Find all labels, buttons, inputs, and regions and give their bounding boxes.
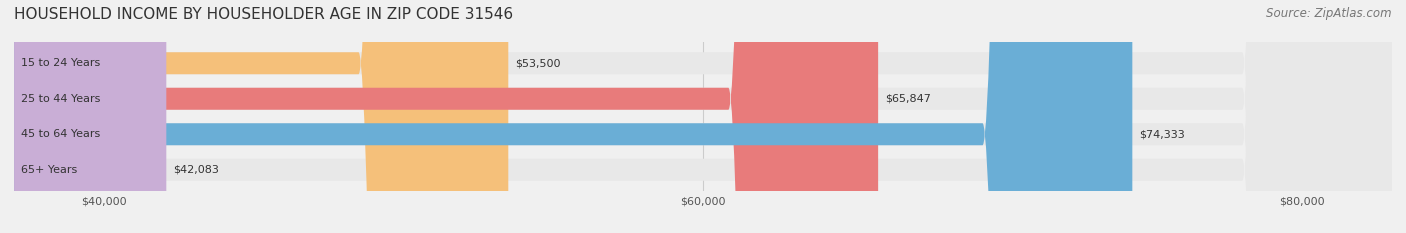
FancyBboxPatch shape: [14, 0, 1392, 233]
Text: Source: ZipAtlas.com: Source: ZipAtlas.com: [1267, 7, 1392, 20]
FancyBboxPatch shape: [14, 0, 166, 233]
Text: $42,083: $42,083: [173, 165, 219, 175]
Text: $53,500: $53,500: [515, 58, 561, 68]
Text: 15 to 24 Years: 15 to 24 Years: [21, 58, 100, 68]
Text: 65+ Years: 65+ Years: [21, 165, 77, 175]
Text: $65,847: $65,847: [884, 94, 931, 104]
Text: 45 to 64 Years: 45 to 64 Years: [21, 129, 100, 139]
Text: $74,333: $74,333: [1139, 129, 1185, 139]
Text: HOUSEHOLD INCOME BY HOUSEHOLDER AGE IN ZIP CODE 31546: HOUSEHOLD INCOME BY HOUSEHOLDER AGE IN Z…: [14, 7, 513, 22]
Text: 25 to 44 Years: 25 to 44 Years: [21, 94, 100, 104]
FancyBboxPatch shape: [14, 0, 879, 233]
FancyBboxPatch shape: [14, 0, 1392, 233]
FancyBboxPatch shape: [14, 0, 1392, 233]
FancyBboxPatch shape: [14, 0, 509, 233]
FancyBboxPatch shape: [14, 0, 1392, 233]
FancyBboxPatch shape: [14, 0, 1132, 233]
